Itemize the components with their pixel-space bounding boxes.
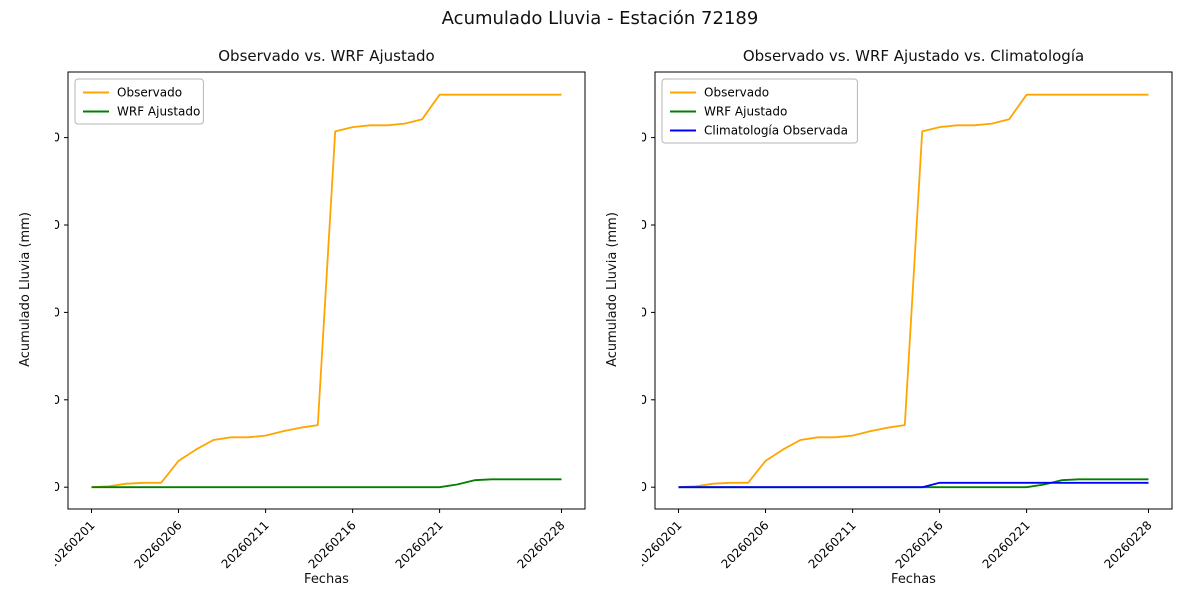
x-tick-label: 20260201 bbox=[642, 518, 685, 571]
x-tick-label: 20260228 bbox=[1102, 518, 1155, 571]
x-tick-label: 20260221 bbox=[393, 518, 446, 571]
plot-border bbox=[67, 71, 586, 510]
legend-label-observado: Observado bbox=[704, 86, 769, 100]
y-tick-label: 40 bbox=[642, 131, 647, 145]
y-tick-label: 20 bbox=[55, 305, 60, 319]
legend-label-wrf-ajustado: WRF Ajustado bbox=[117, 105, 200, 119]
y-tick-label: 20 bbox=[642, 305, 647, 319]
y-tick-label: 40 bbox=[55, 131, 60, 145]
x-tick-label: 20260228 bbox=[515, 518, 568, 571]
right-plot-title: Observado vs. WRF Ajustado vs. Climatolo… bbox=[742, 47, 1085, 65]
left-plot-canvas: 0 10 20 30 40 20260201 20260206 20260211 2026021… bbox=[55, 71, 586, 571]
series-line-observado bbox=[678, 93, 1149, 489]
legend-label-observado: Observado bbox=[117, 86, 182, 100]
right-plot-canvas: 0 10 20 30 40 20260201 20260206 20260211 2026021… bbox=[642, 71, 1173, 571]
x-tick-label: 20260216 bbox=[893, 518, 946, 571]
series-line-climatolog-a-observada bbox=[678, 481, 1149, 489]
x-tick-label: 20260211 bbox=[806, 518, 859, 571]
legend-box bbox=[661, 78, 858, 144]
legend-label-climatolog-a-observada: Climatología Observada bbox=[704, 124, 848, 138]
y-tick-label: 10 bbox=[55, 393, 60, 407]
figure-title: Acumulado Lluvia - Estación 72189 bbox=[441, 8, 759, 29]
right-x-axis-label: Fechas bbox=[891, 572, 936, 587]
y-tick-label: 30 bbox=[55, 218, 60, 232]
y-tick-label: 0 bbox=[642, 480, 647, 494]
y-tick-label: 10 bbox=[642, 393, 647, 407]
left-plot-title: Observado vs. WRF Ajustado bbox=[218, 47, 435, 65]
x-tick-label: 20260216 bbox=[306, 518, 359, 571]
plot-border bbox=[654, 71, 1173, 510]
y-tick-label: 30 bbox=[642, 218, 647, 232]
left-y-axis-label: Acumulado Lluvia (mm) bbox=[18, 212, 33, 367]
x-tick-label: 20260206 bbox=[132, 518, 185, 571]
x-tick-label: 20260201 bbox=[55, 518, 98, 571]
series-line-observado bbox=[91, 93, 562, 489]
y-tick-label: 0 bbox=[55, 480, 60, 494]
x-tick-label: 20260211 bbox=[219, 518, 272, 571]
x-tick-label: 20260221 bbox=[980, 518, 1033, 571]
legend-label-wrf-ajustado: WRF Ajustado bbox=[704, 105, 787, 119]
series-line-wrf-ajustado bbox=[91, 478, 562, 489]
legend-box bbox=[74, 78, 204, 125]
right-y-axis-label: Acumulado Lluvia (mm) bbox=[605, 212, 620, 367]
left-x-axis-label: Fechas bbox=[304, 572, 349, 587]
x-tick-label: 20260206 bbox=[719, 518, 772, 571]
